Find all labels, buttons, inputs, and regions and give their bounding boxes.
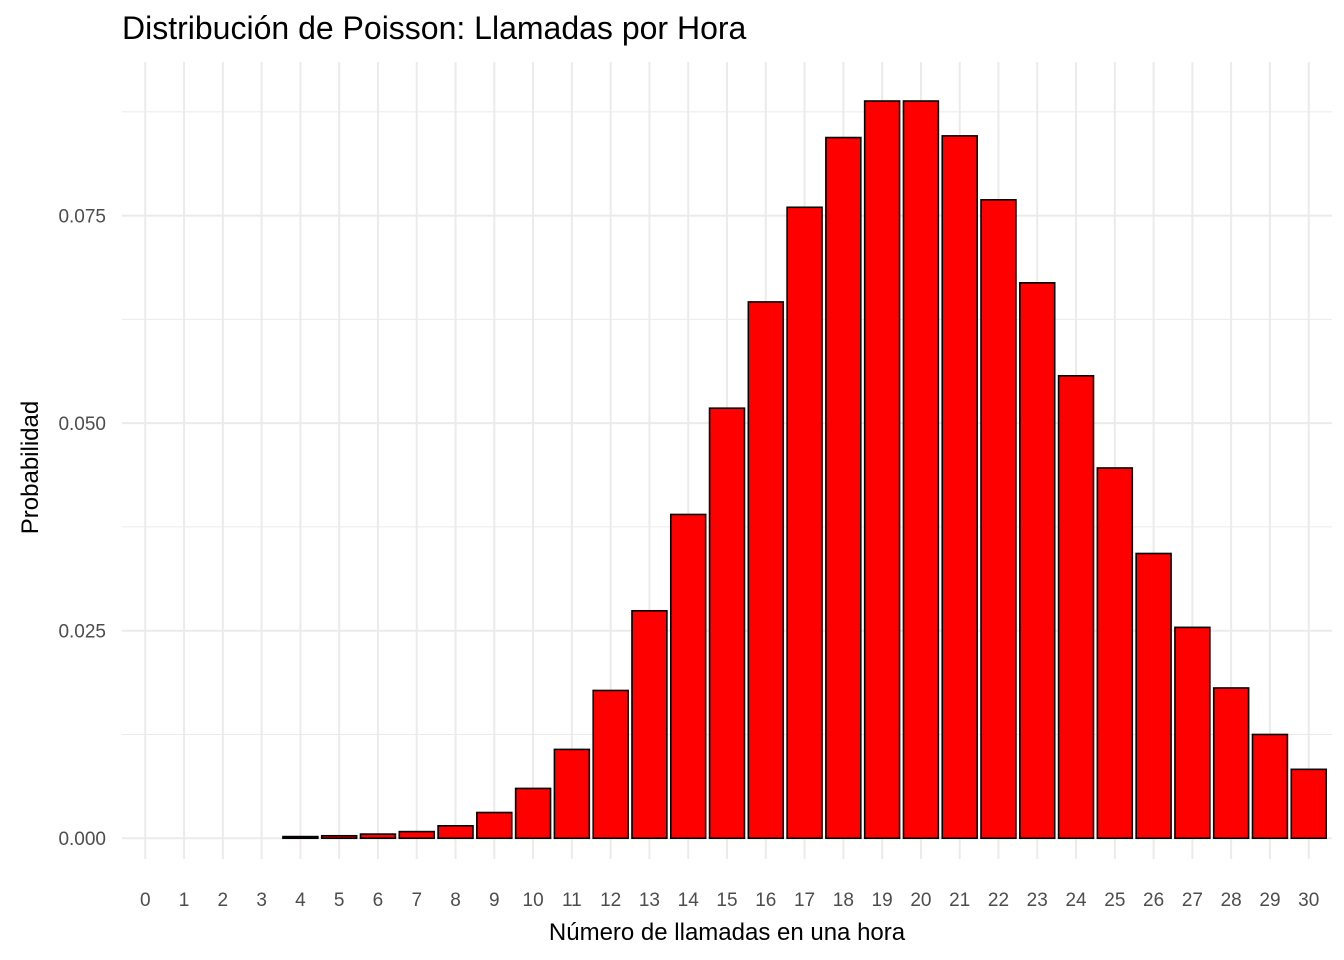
bar-18 (825, 136, 862, 840)
x-tick-label: 13 (639, 890, 660, 911)
bar-9 (476, 811, 513, 840)
x-tick-label: 19 (872, 890, 893, 911)
x-tick-label: 29 (1259, 890, 1280, 911)
chart-title: Distribución de Poisson: Llamadas por Ho… (122, 10, 747, 46)
x-tick-label: 30 (1298, 890, 1319, 911)
x-tick-label: 24 (1065, 890, 1087, 911)
y-tick-label: 0.025 (58, 622, 106, 643)
bar-10 (514, 787, 552, 840)
bar-19 (863, 100, 901, 840)
bar-16 (747, 301, 785, 840)
y-axis-title: Probabilidad (17, 401, 44, 534)
bar-23 (1019, 282, 1056, 840)
x-tick-label: 3 (256, 890, 267, 911)
x-tick-label: 25 (1104, 890, 1125, 911)
x-tick-label: 12 (600, 890, 621, 911)
bar-8 (437, 824, 474, 840)
bar-5 (320, 834, 358, 840)
x-tick-label: 11 (562, 890, 582, 911)
x-tick-label: 15 (716, 890, 737, 911)
bar-22 (980, 199, 1017, 840)
x-tick-label: 20 (910, 890, 931, 911)
x-tick-label: 26 (1143, 890, 1164, 911)
x-tick-label: 9 (489, 890, 500, 911)
x-tick-label: 2 (218, 890, 229, 911)
bar-24 (1057, 375, 1095, 840)
bar-7 (398, 830, 435, 840)
x-tick-label: 18 (833, 890, 854, 911)
bar-29 (1251, 733, 1289, 840)
y-tick-label: 0.000 (58, 829, 106, 850)
x-tick-label: 17 (794, 890, 815, 911)
bar-11 (553, 748, 591, 840)
y-tick-label: 0.075 (58, 207, 106, 228)
bar-14 (669, 513, 707, 840)
bar-25 (1096, 467, 1134, 840)
x-tick-label: 0 (140, 890, 151, 911)
y-tick-label: 0.050 (58, 414, 106, 435)
bar-4 (282, 835, 319, 840)
x-axis-title: Número de llamadas en una hora (549, 919, 906, 946)
bar-20 (902, 100, 940, 840)
bar-17 (786, 206, 823, 840)
x-tick-label: 28 (1221, 890, 1242, 911)
x-tick-label: 10 (523, 890, 544, 911)
x-tick-label: 16 (755, 890, 776, 911)
x-tick-labels: 0 1 2 3 4 5 6 7 8 9 10 11 12 13 14 15 16 17 18 19 20 21 22 23 24… (140, 890, 1319, 911)
y-tick-labels: 0.000 0.025 0.050 0.075 (58, 207, 106, 851)
x-tick-label: 27 (1182, 890, 1203, 911)
x-tick-label: 6 (373, 890, 384, 911)
x-tick-label: 5 (334, 890, 345, 911)
x-tick-label: 21 (949, 890, 970, 911)
x-tick-label: 22 (988, 890, 1009, 911)
bar-15 (708, 407, 746, 840)
x-tick-label: 8 (450, 890, 461, 911)
x-tick-label: 23 (1027, 890, 1048, 911)
bars (282, 100, 1327, 840)
bar-12 (592, 689, 629, 840)
bar-28 (1212, 687, 1250, 840)
bar-26 (1135, 552, 1172, 840)
bar-27 (1174, 626, 1211, 840)
x-tick-label: 7 (411, 890, 422, 911)
bar-13 (631, 609, 668, 840)
x-tick-label: 14 (678, 890, 700, 911)
x-tick-label: 4 (295, 890, 306, 911)
bar-21 (941, 135, 978, 840)
bar-6 (359, 833, 397, 840)
x-tick-label: 1 (179, 890, 190, 911)
bar-30 (1290, 768, 1327, 840)
